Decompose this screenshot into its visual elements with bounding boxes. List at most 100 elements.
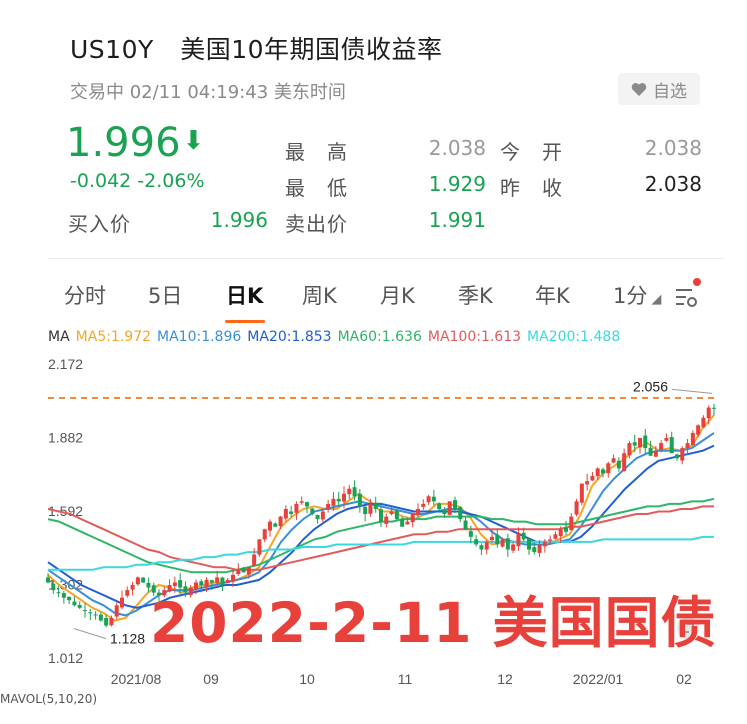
candle-body — [389, 511, 394, 515]
bid-label: 买入价 — [68, 212, 131, 236]
price-change: -0.042 -2.06% — [70, 170, 205, 192]
watermark-caption: 2022-2-11 美国国债 — [150, 591, 717, 655]
candle-body — [690, 432, 695, 446]
candle-body — [426, 496, 431, 503]
candle-body — [77, 604, 82, 608]
high-value: 2.038 — [428, 136, 486, 160]
candle-body — [67, 596, 72, 601]
candle-body — [410, 514, 415, 523]
candle-body — [611, 458, 616, 463]
candle-body — [167, 585, 172, 592]
tab-weekly-k[interactable]: 周K — [302, 284, 337, 308]
candle-body — [521, 532, 526, 540]
tab-quarterly-k[interactable]: 季K — [458, 284, 493, 308]
candle-body — [194, 582, 198, 589]
ma-legend: MA MA5:1.972 MA10:1.896 MA20:1.853 MA60:1.63… — [48, 329, 626, 345]
tab-monthly-k[interactable]: 月K — [380, 284, 415, 308]
candle-body — [437, 503, 442, 509]
candle-body — [463, 520, 468, 530]
annotation-leader — [671, 388, 713, 394]
y-tick-label: 1.012 — [48, 650, 83, 666]
candle-body — [278, 516, 283, 527]
candle-body — [500, 539, 505, 547]
candle-body — [204, 579, 209, 588]
chart-settings-button[interactable] — [670, 278, 701, 312]
page-title: US10Y 美国10年期国债收益率 — [70, 30, 443, 66]
candle-body — [299, 501, 304, 503]
ma-line-ma100 — [47, 505, 714, 571]
ma-legend-item: MA10:1.896 — [157, 329, 242, 345]
tab-daily-k[interactable]: 日K — [226, 284, 264, 308]
candle-body — [363, 506, 368, 515]
candle-body — [236, 569, 241, 575]
candle-body — [712, 407, 716, 409]
candle-body — [88, 612, 93, 614]
candle-body — [495, 534, 500, 545]
candle-body — [622, 453, 627, 471]
candle-body — [664, 438, 669, 441]
volume-indicator-label: MAVOL(5,10,20) — [0, 692, 98, 706]
candle-body — [215, 577, 220, 583]
tab-1min-label: 1分 — [613, 284, 648, 308]
candle-body — [706, 407, 711, 419]
candle-body — [268, 521, 272, 531]
candle-body — [400, 518, 405, 527]
y-tick-label: 2.172 — [48, 356, 83, 372]
candle-body — [669, 437, 674, 454]
candle-body — [241, 568, 246, 573]
low-value: 1.929 — [428, 172, 486, 196]
candle-body — [701, 417, 706, 428]
candle-body — [331, 498, 336, 506]
x-tick-label: 09 — [203, 671, 219, 687]
candle-body — [601, 469, 605, 474]
candle-body — [135, 577, 140, 585]
candle-body — [336, 498, 341, 502]
candle-body — [379, 509, 383, 522]
high-annotation: 2.056 — [633, 378, 668, 394]
last-price: 1.996 ⬇ — [66, 120, 204, 166]
ma-legend-item: MA — [48, 329, 70, 345]
candle-body — [696, 425, 701, 435]
y-tick-label: 1.882 — [48, 430, 83, 446]
fullscreen-button[interactable] — [677, 617, 699, 639]
candle-body — [357, 493, 362, 507]
candle-body — [659, 443, 664, 451]
add-watchlist-button[interactable]: 自选 — [618, 73, 700, 105]
candle-body — [627, 443, 632, 456]
candle-body — [421, 503, 426, 507]
ma-legend-item: MA60:1.636 — [337, 329, 422, 345]
candle-body — [458, 506, 463, 520]
candle-body — [326, 503, 331, 510]
candle-body — [120, 597, 124, 608]
candle-body — [51, 583, 56, 591]
ask-label: 卖出价 — [285, 212, 348, 236]
candle-body — [46, 577, 50, 583]
candle-body — [548, 539, 553, 541]
symbol: US10Y — [70, 35, 154, 64]
candle-body — [606, 463, 611, 474]
candle-body — [220, 577, 225, 586]
candle-body — [109, 617, 114, 626]
tab-yearly-k[interactable]: 年K — [535, 284, 570, 308]
prev-close-value: 2.038 — [644, 172, 702, 196]
ask-value: 1.991 — [428, 208, 486, 232]
tab-intraday[interactable]: 分时 — [64, 284, 106, 308]
candle-body — [141, 577, 146, 583]
candle-body — [643, 435, 648, 449]
expand-icon — [682, 623, 694, 633]
candle-body — [590, 476, 595, 481]
candle-body — [558, 529, 563, 537]
candle-body — [685, 443, 690, 448]
candle-body — [479, 545, 484, 550]
candle-body — [442, 510, 447, 515]
tab-1min[interactable]: 1分 ◢ — [613, 280, 661, 310]
low-label: 最 低 — [285, 176, 348, 200]
candle-body — [585, 481, 590, 485]
candle-body — [231, 574, 235, 582]
candle-body — [178, 580, 183, 588]
candle-body — [616, 460, 621, 469]
tab-5day[interactable]: 5日 — [148, 284, 183, 308]
candle-body — [474, 539, 479, 545]
candle-body — [373, 502, 378, 509]
